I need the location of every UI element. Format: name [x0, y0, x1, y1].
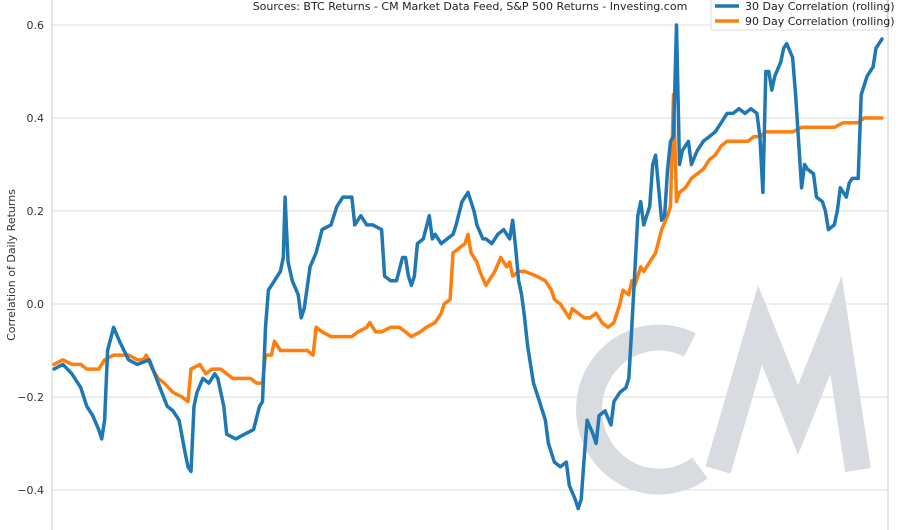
legend-box	[710, 0, 888, 31]
y-axis-ticks: −0.4 −0.2 0.0 0.2 0.4 0.6	[17, 19, 44, 497]
y-axis-label: Correlation of Daily Returns	[5, 189, 18, 341]
chart-sources-title: Sources: BTC Returns - CM Market Data Fe…	[253, 0, 688, 13]
grid-lines	[52, 24, 888, 491]
y-tick-label: 0.6	[27, 19, 45, 32]
legend-label-30-day: 30 Day Correlation (rolling)	[745, 0, 895, 13]
cm-watermark	[576, 275, 871, 495]
y-tick-label: 0.4	[27, 112, 45, 125]
watermark-c-shape	[576, 324, 708, 495]
series-line-30-day	[52, 23, 884, 511]
legend-label-90-day: 90 Day Correlation (rolling)	[745, 15, 895, 28]
y-tick-label: 0.2	[27, 205, 45, 218]
legend: 30 Day Correlation (rolling) 90 Day Corr…	[710, 0, 895, 31]
series-lines	[52, 23, 884, 511]
series-line-90-day	[52, 93, 884, 404]
y-tick-label: −0.4	[17, 484, 44, 497]
y-tick-label: −0.2	[17, 391, 44, 404]
y-tick-label: 0.0	[27, 298, 45, 311]
watermark-m-shape	[705, 275, 871, 474]
